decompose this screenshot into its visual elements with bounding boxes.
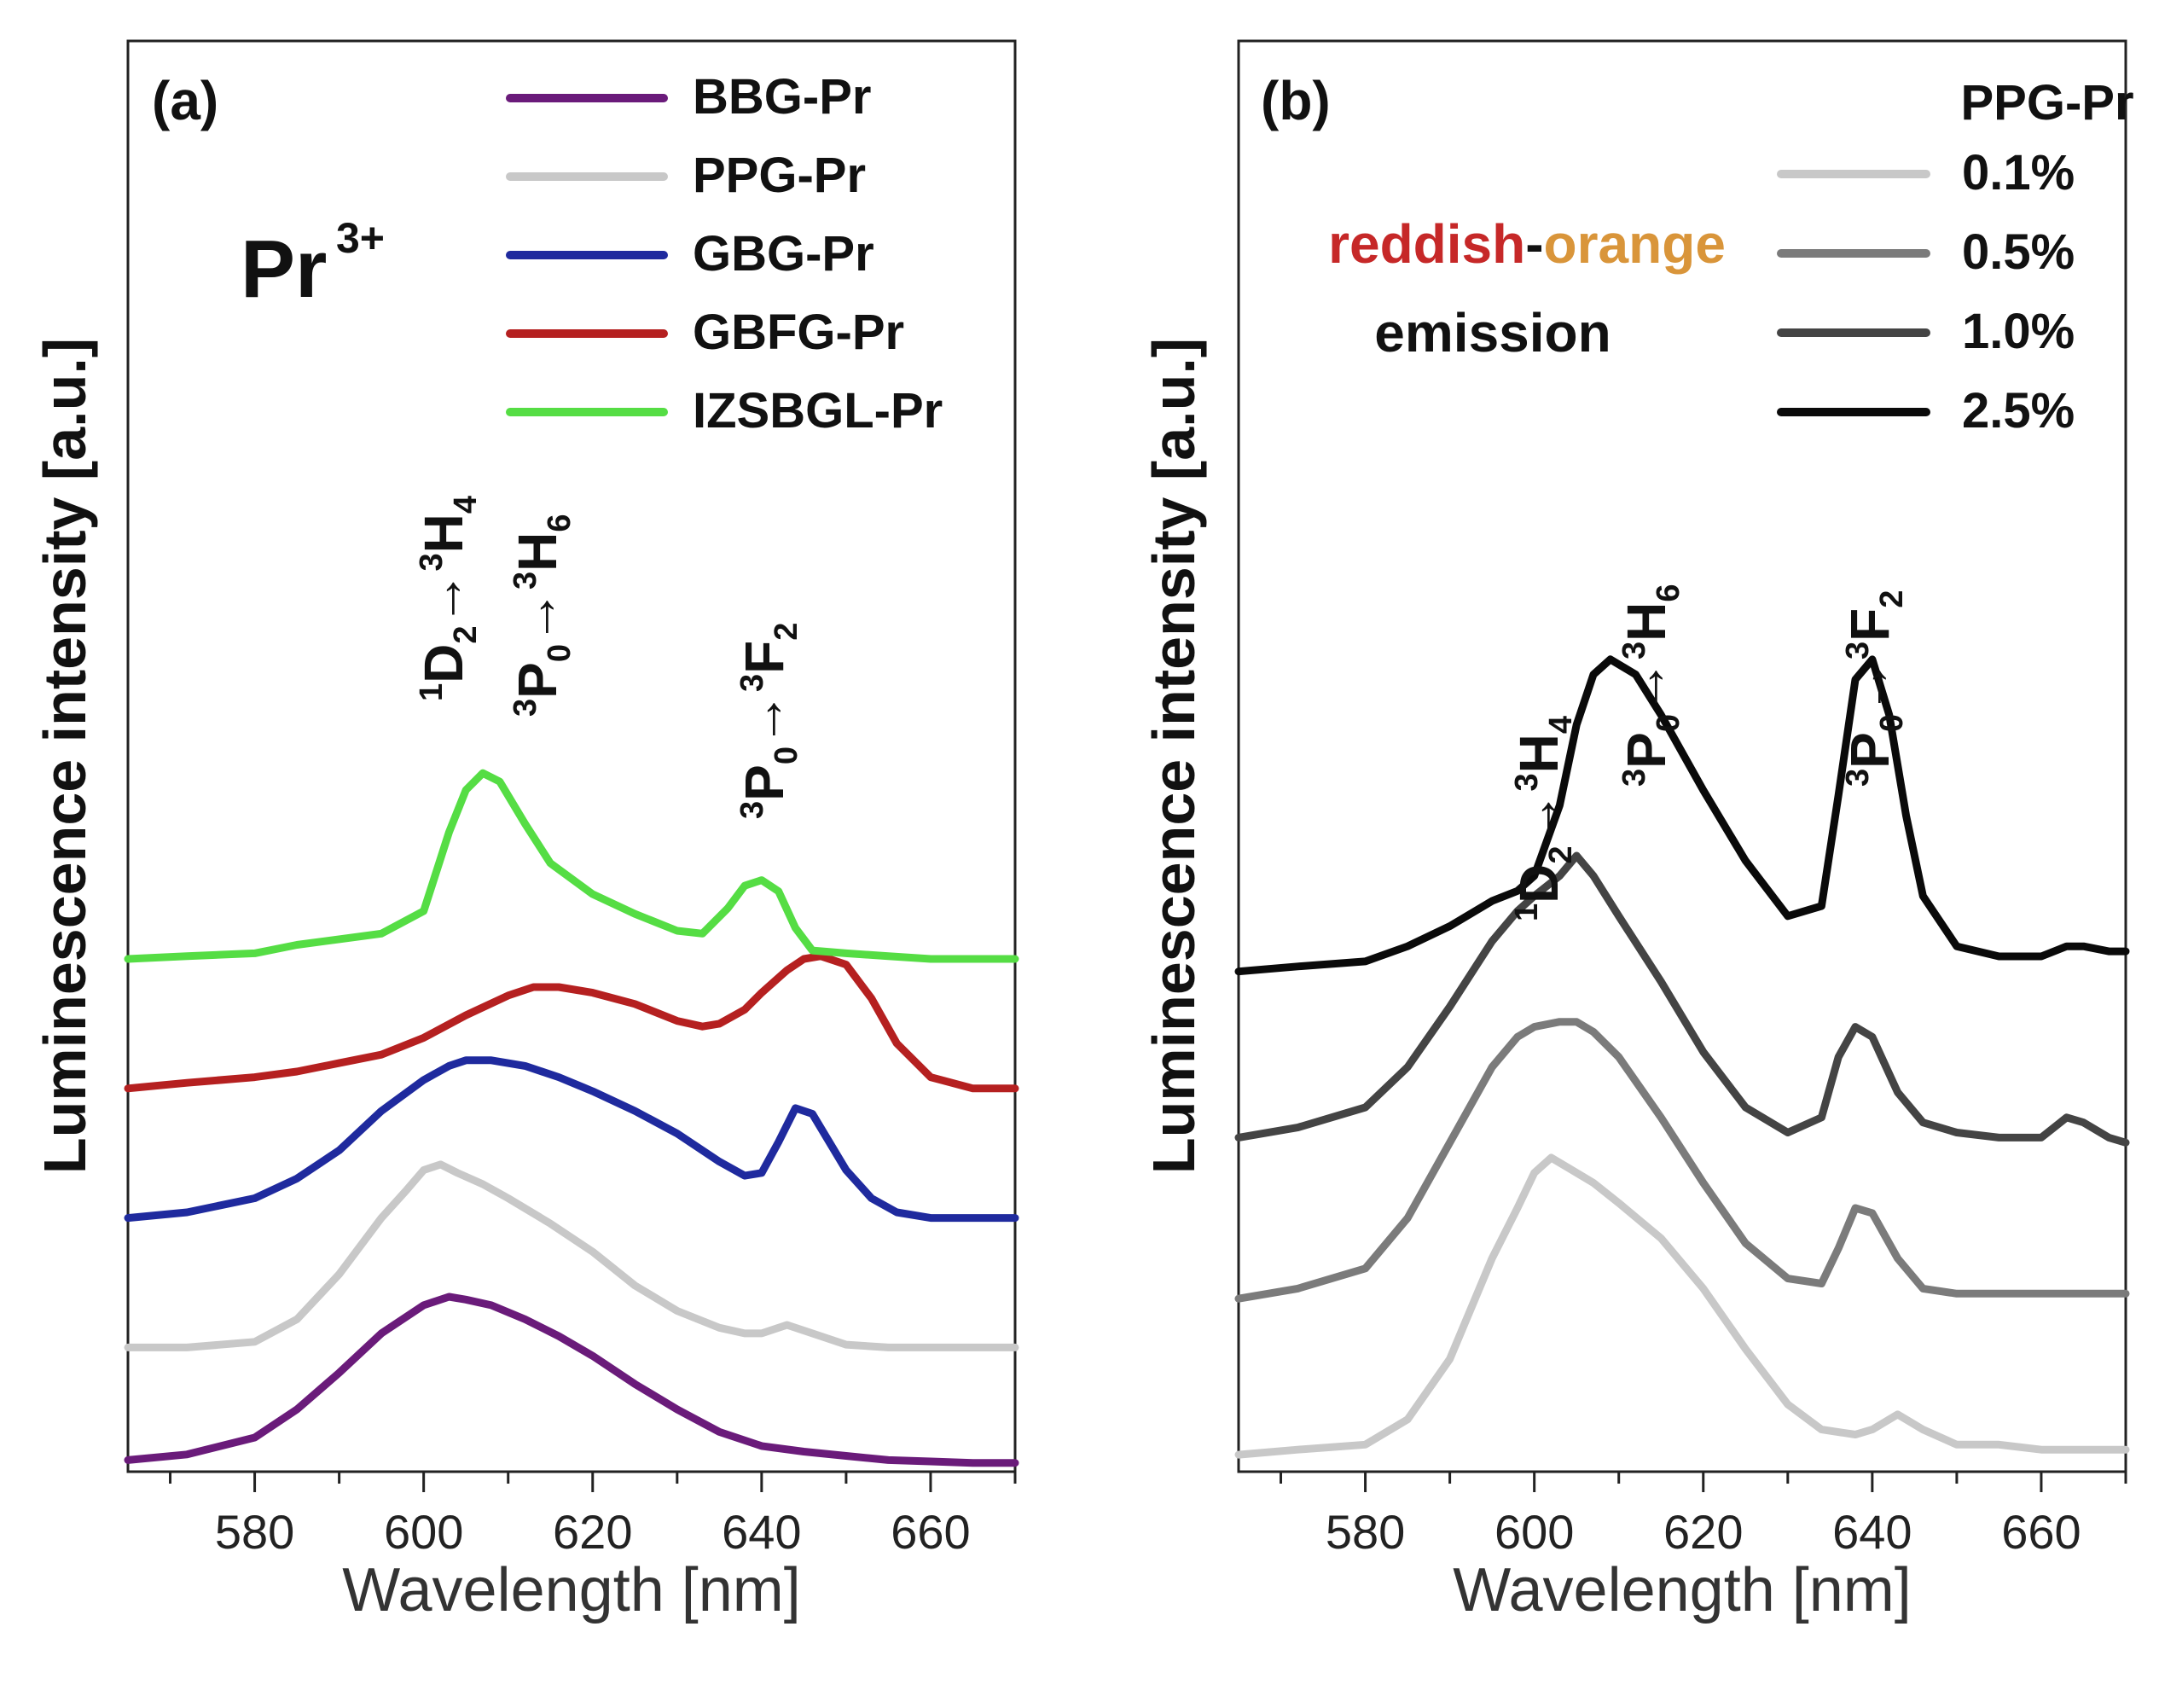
x-tick-label: 640 xyxy=(722,1505,801,1559)
svg-text:1D2→3H4: 1D2→3H4 xyxy=(1508,716,1579,921)
legend-label: 0.5% xyxy=(1962,224,2075,280)
panel-b-label: (b) xyxy=(1261,70,1331,131)
series-line-0-5- xyxy=(1234,1018,2130,1303)
panel-b-annotation-3P0-3H6: 3P0→3H6 xyxy=(1616,584,1686,787)
legend-label: IZSBGL-Pr xyxy=(693,383,943,439)
svg-text:3P0→3F2: 3P0→3F2 xyxy=(1839,590,1910,787)
svg-text:1D2→3H4: 1D2→3H4 xyxy=(413,496,484,701)
panel-a-x-axis: 580 600 620 640 660 xyxy=(169,1472,1017,1559)
panel-b: (b) PPG-Pr reddish-orange emission 580 60… xyxy=(1140,39,2134,1624)
legend-label: 0.1% xyxy=(1962,145,2075,200)
x-tick-label: 580 xyxy=(1326,1505,1405,1559)
svg-text:3P0→3H6: 3P0→3H6 xyxy=(507,514,577,717)
panel-a-label: (a) xyxy=(152,70,218,131)
series-line-ppg-pr xyxy=(124,1160,1019,1351)
legend-label: PPG-Pr xyxy=(693,148,866,203)
series-line-2-5- xyxy=(1234,655,2130,976)
legend-label: GBFG-Pr xyxy=(693,305,904,360)
panel-a-plot-area xyxy=(124,769,1019,1467)
panel-a-legend: BBG-Pr PPG-Pr GBG-Pr GBFG-Pr IZSBGL-Pr xyxy=(506,69,943,439)
panel-a-x-axis-label: Wavelength [nm] xyxy=(342,1556,801,1624)
x-tick-label: 600 xyxy=(384,1505,463,1559)
panel-b-x-axis-label: Wavelength [nm] xyxy=(1453,1556,1912,1624)
panel-a-annotation-3P0-3H6: 3P0→3H6 xyxy=(507,514,577,717)
legend-label: 2.5% xyxy=(1962,383,2075,439)
panel-a: (a) Pr 3+ 580 600 620 640 660 Wavelength [nm… xyxy=(32,39,1019,1624)
ion-charge: 3+ xyxy=(336,214,385,262)
panel-b-legend: 0.1% 0.5% 1.0% 2.5% xyxy=(1777,145,2075,439)
ion-symbol: Pr xyxy=(241,224,327,315)
panel-b-frame xyxy=(1237,39,2127,1473)
legend-label: BBG-Pr xyxy=(693,69,871,125)
x-tick-label: 660 xyxy=(2001,1505,2081,1559)
panel-b-annotation-1D2-3H4: 1D2→3H4 xyxy=(1508,716,1579,921)
legend-label: 1.0% xyxy=(1962,304,2075,359)
x-tick-label: 580 xyxy=(215,1505,294,1559)
panel-a-annotation-1D2-3H4: 1D2→3H4 xyxy=(413,496,484,701)
series-line-izsbgl-pr xyxy=(124,769,1019,963)
emission-dash: - xyxy=(1525,213,1543,275)
series-line-1-0- xyxy=(1234,851,2130,1147)
emission-word: emission xyxy=(1374,302,1611,363)
series-line-0-1- xyxy=(1234,1153,2130,1459)
series-line-gbg-pr xyxy=(124,1056,1019,1223)
svg-text:3P0→3F2: 3P0→3F2 xyxy=(734,623,804,819)
legend-label: GBG-Pr xyxy=(693,226,874,282)
panel-b-emission-label: reddish-orange emission xyxy=(1328,213,1726,363)
svg-text:3P0→3H6: 3P0→3H6 xyxy=(1616,584,1686,787)
x-tick-label: 600 xyxy=(1494,1505,1574,1559)
panel-b-legend-title: PPG-Pr xyxy=(1960,75,2133,131)
panel-a-ion-label: Pr 3+ xyxy=(241,214,385,315)
panel-b-plot-area xyxy=(1234,655,2130,1459)
panel-b-y-axis-label: Luminescence intensity [a.u.] xyxy=(1140,338,1207,1174)
x-tick-label: 620 xyxy=(1663,1505,1743,1559)
x-tick-label: 620 xyxy=(553,1505,632,1559)
panel-a-annotation-3P0-3F2: 3P0→3F2 xyxy=(734,623,804,819)
panel-b-x-axis: 580 600 620 640 660 xyxy=(1280,1472,2127,1559)
series-line-bbg-pr xyxy=(124,1293,1019,1467)
x-tick-label: 660 xyxy=(891,1505,970,1559)
panel-a-y-axis-label: Luminescence intensity [a.u.] xyxy=(32,338,98,1174)
series-line-gbfg-pr xyxy=(124,952,1019,1093)
svg-text:reddish-orange: reddish-orange xyxy=(1328,213,1726,275)
x-tick-label: 640 xyxy=(1832,1505,1912,1559)
panel-a-frame xyxy=(126,39,1017,1473)
panel-b-annotation-3P0-3F2: 3P0→3F2 xyxy=(1839,590,1910,787)
emission-reddish: reddish xyxy=(1328,213,1525,275)
emission-orange: orange xyxy=(1544,213,1726,275)
